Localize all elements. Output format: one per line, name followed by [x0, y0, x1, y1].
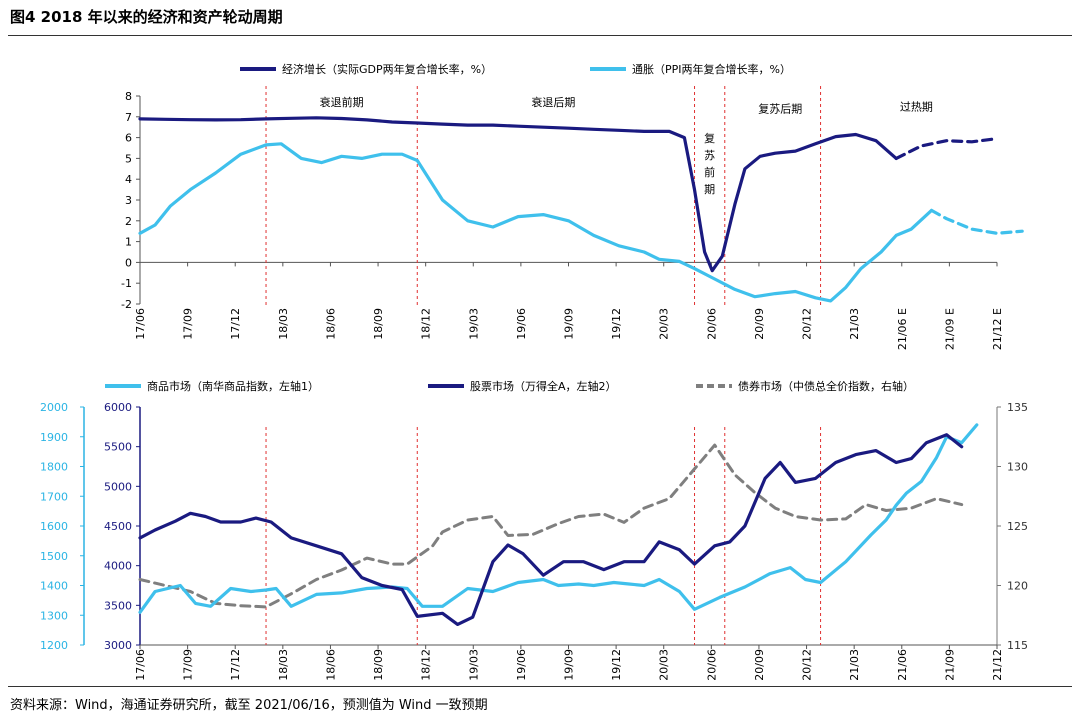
y-tick-label: 1 [125, 236, 132, 249]
gdp-forecast-line [894, 137, 999, 160]
legend2-label-3: 债券市场（中债总全价指数，右轴） [738, 379, 914, 393]
source-divider [8, 686, 1072, 687]
figure-title: 图4 2018 年以来的经济和资产轮动周期 [10, 8, 283, 26]
y-tick-label: 4 [125, 173, 132, 186]
left-axis2-label: 6000 [104, 401, 132, 414]
x2-tick-label: 18/03 [277, 649, 290, 681]
ppi-forecast-line [929, 208, 1024, 235]
x-tick-label: 18/12 [420, 308, 433, 340]
x-tick-label: 18/09 [372, 308, 385, 340]
y-tick-label: -2 [121, 298, 132, 311]
x-tick-label: 19/12 [610, 308, 623, 340]
x2-tick-label: 19/12 [610, 649, 623, 681]
left-axis1-label: 1800 [40, 461, 68, 474]
x-tick-label: 21/03 [848, 308, 861, 340]
legend-label-1: 经济增长（实际GDP两年复合增长率，%） [282, 62, 492, 76]
y-tick-label: -1 [121, 277, 132, 290]
left-axis1-label: 1400 [40, 580, 68, 593]
x2-tick-label: 18/12 [420, 649, 433, 681]
phase-label-char: 苏 [704, 149, 715, 162]
x-tick-label: 17/09 [182, 308, 195, 340]
x-tick-label: 21/09 E [943, 308, 956, 350]
right-axis-label: 135 [1007, 401, 1028, 414]
left-axis1-label: 1600 [40, 520, 68, 533]
title-divider [8, 35, 1072, 36]
left-axis1-label: 1900 [40, 431, 68, 444]
x-tick-label: 17/06 [134, 308, 147, 340]
x2-tick-label: 19/03 [467, 649, 480, 681]
x2-tick-label: 21/03 [848, 649, 861, 681]
x-tick-label: 20/09 [753, 308, 766, 340]
y-tick-label: 8 [125, 90, 132, 103]
x2-tick-label: 19/09 [563, 649, 576, 681]
phase-label: 衰退前期 [320, 95, 364, 109]
left-axis2-label: 5500 [104, 441, 132, 454]
right-axis-label: 130 [1007, 461, 1028, 474]
stock-line [138, 433, 964, 626]
phase-label: 过热期 [900, 100, 933, 113]
x2-tick-label: 17/09 [182, 649, 195, 681]
legend2-label-1: 商品市场（南华商品指数，左轴1） [147, 379, 319, 393]
x-tick-label: 17/12 [229, 308, 242, 340]
right-axis-label: 120 [1007, 580, 1028, 593]
x2-tick-label: 20/06 [705, 649, 718, 681]
left-axis2-label: 3500 [104, 599, 132, 612]
x2-tick-label: 21/09 [943, 649, 956, 681]
right-axis-label: 115 [1007, 639, 1028, 652]
phase-label: 衰退后期 [531, 95, 575, 109]
phase-label-char: 前 [704, 165, 715, 179]
x2-tick-label: 18/09 [372, 649, 385, 681]
gdp-line [138, 116, 898, 273]
left-axis1-label: 1500 [40, 550, 68, 563]
x2-tick-label: 20/09 [753, 649, 766, 681]
y-tick-label: 0 [125, 256, 132, 269]
x-tick-label: 20/06 [705, 308, 718, 340]
x2-tick-label: 19/06 [515, 649, 528, 681]
x2-tick-label: 20/12 [801, 649, 814, 681]
left-axis1-label: 2000 [40, 401, 68, 414]
source-note: 资料来源：Wind，海通证券研究所，截至 2021/06/16，预测值为 Win… [10, 698, 488, 713]
left-axis2-label: 3000 [104, 639, 132, 652]
left-axis2-label: 4500 [104, 520, 132, 533]
x2-tick-label: 21/12 [991, 649, 1004, 681]
commodity-line [138, 423, 979, 614]
phase-label-char: 期 [704, 183, 715, 196]
x-tick-label: 18/03 [277, 308, 290, 340]
phase-label: 复苏后期 [758, 101, 802, 115]
y-tick-label: 2 [125, 215, 132, 228]
left-axis1-label: 1700 [40, 490, 68, 503]
right-axis-label: 125 [1007, 520, 1028, 533]
x-tick-label: 18/06 [324, 308, 337, 340]
x-tick-label: 19/09 [563, 308, 576, 340]
x-tick-label: 21/12 E [991, 308, 1004, 350]
x-tick-label: 19/06 [515, 308, 528, 340]
x2-tick-label: 18/06 [324, 649, 337, 681]
x2-tick-label: 17/12 [229, 649, 242, 681]
left-axis1-label: 1200 [40, 639, 68, 652]
left-axis1-label: 1300 [40, 609, 68, 622]
x-tick-label: 19/03 [467, 308, 480, 340]
y-tick-label: 6 [125, 132, 132, 145]
x-tick-label: 20/12 [801, 308, 814, 340]
legend2-label-2: 股票市场（万得全A，左轴2） [470, 379, 617, 393]
bond-line [138, 443, 964, 609]
y-tick-label: 5 [125, 152, 132, 165]
y-tick-label: 3 [125, 194, 132, 207]
x2-tick-label: 20/03 [658, 649, 671, 681]
x-tick-label: 21/06 E [896, 308, 909, 350]
ppi-line [138, 142, 934, 303]
legend-label-2: 通胀（PPI两年复合增长率，%） [632, 62, 791, 76]
phase-label-char: 复 [704, 131, 715, 145]
x2-tick-label: 17/06 [134, 649, 147, 681]
y-tick-label: 7 [125, 111, 132, 124]
left-axis2-label: 5000 [104, 480, 132, 493]
x-tick-label: 20/03 [658, 308, 671, 340]
x2-tick-label: 21/06 [896, 649, 909, 681]
left-axis2-label: 4000 [104, 560, 132, 573]
